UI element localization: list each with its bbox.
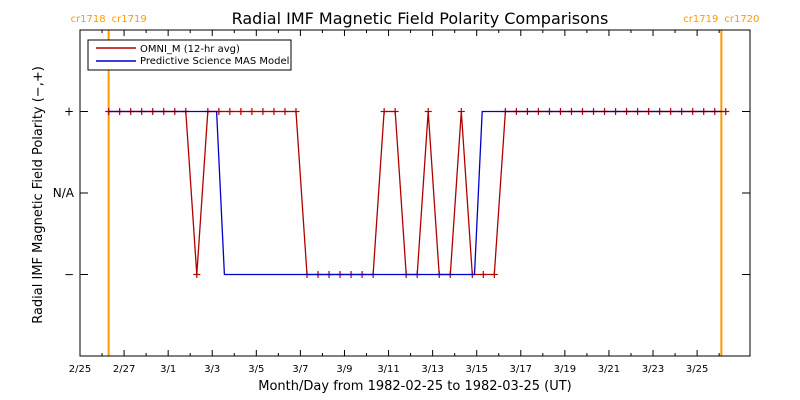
x-tick-label: 3/5 [248,364,264,375]
y-tick-label: − [64,268,74,282]
omni-data-point [479,271,487,278]
omni-data-point [380,108,388,115]
carrington-label-right: cr1719 [112,14,147,25]
omni-data-point [270,108,278,115]
y-tick-label: N/A [53,186,75,200]
omni-data-point [248,108,256,115]
omni-series-line [108,110,726,276]
carrington-markers: cr1718 cr1719 cr1719 cr1720 [71,14,759,356]
chart-title: Radial IMF Magnetic Field Polarity Compa… [232,9,609,28]
y-axis-title: Radial IMF Magnetic Field Polarity (−,+) [31,66,46,324]
omni-data-point [457,108,465,115]
carrington-label-right: cr1720 [724,14,759,25]
x-tick-label: 3/11 [377,364,399,375]
model-series-line [108,110,722,276]
x-tick-label: 3/19 [554,364,576,375]
x-tick-label: 3/3 [204,364,220,375]
carrington-label-left: cr1719 [683,14,718,25]
legend-model-label: Predictive Science MAS Model [140,56,289,67]
x-axis-title: Month/Day from 1982-02-25 to 1982-03-25 … [258,379,571,394]
x-tick-label: 3/9 [336,364,352,375]
x-tick-label: 3/17 [510,364,532,375]
legend-box [87,39,292,71]
omni-data-point [226,108,234,115]
omni-data-point [490,271,498,278]
x-axis: 2/25 2/27 3/1 3/3 3/5 3/7 3/9 3/11 3/13 3/15 3/17 3… [69,30,720,375]
omni-data-point [281,108,289,115]
omni-data-point [424,108,432,115]
x-tick-label: 2/27 [113,364,135,375]
carrington-label-left: cr1718 [71,14,106,25]
omni-data-point [193,271,201,278]
legend-omni-label: OMNI_M (12-hr avg) [140,44,240,55]
x-tick-label: 3/23 [642,364,664,375]
x-tick-label: 3/7 [292,364,308,375]
y-axis: + N/A − [53,105,750,282]
omni-data-point [292,108,300,115]
y-tick-label: + [64,105,74,119]
x-tick-label: 3/25 [686,364,708,375]
omni-data-point [259,108,267,115]
x-tick-label: 3/13 [421,364,443,375]
x-tick-label: 3/15 [465,364,487,375]
legend: OMNI_M (12-hr avg) Predictive Science MA… [87,39,292,71]
omni-data-point [237,108,245,115]
series-lines [105,108,730,278]
x-tick-label: 3/1 [160,364,176,375]
x-tick-label: 2/25 [69,364,91,375]
x-tick-label: 3/21 [598,364,620,375]
omni-data-point [391,108,399,115]
plot-frame [79,29,751,357]
omni-data-point [722,108,730,115]
